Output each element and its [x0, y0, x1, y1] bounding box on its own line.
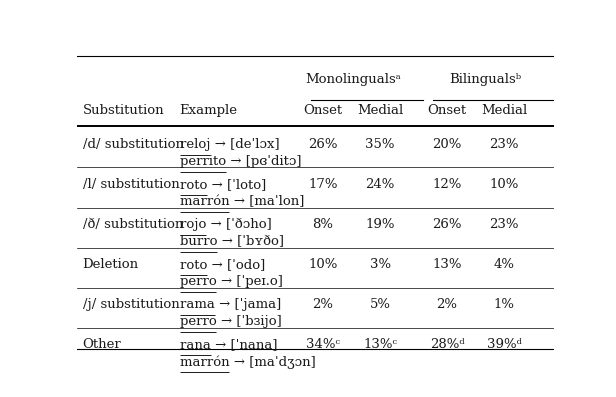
Text: roto → [ˈloto]: roto → [ˈloto]: [180, 178, 266, 191]
Text: 26%: 26%: [308, 138, 338, 151]
Text: perro → [ˈpeɪ.o]: perro → [ˈpeɪ.o]: [180, 275, 283, 288]
Text: 23%: 23%: [490, 138, 519, 151]
Text: 5%: 5%: [370, 298, 391, 311]
Text: perro → [ˈbɜijo]: perro → [ˈbɜijo]: [180, 315, 282, 328]
Text: 34%ᶜ: 34%ᶜ: [306, 338, 340, 351]
Text: rama → [ˈjama]: rama → [ˈjama]: [180, 298, 281, 311]
Text: 3%: 3%: [370, 258, 391, 271]
Text: 2%: 2%: [437, 298, 458, 311]
Text: 8%: 8%: [312, 218, 333, 231]
Text: 39%ᵈ: 39%ᵈ: [487, 338, 522, 351]
Text: marrón → [maˈdʒɔn]: marrón → [maˈdʒɔn]: [180, 355, 315, 369]
Text: 10%: 10%: [308, 258, 338, 271]
Text: Medial: Medial: [481, 104, 527, 118]
Text: Other: Other: [83, 338, 121, 351]
Text: perrito → [pɞˈditɔ]: perrito → [pɞˈditɔ]: [180, 155, 301, 168]
Text: 13%ᶜ: 13%ᶜ: [363, 338, 397, 351]
Text: Bilingualsᵇ: Bilingualsᵇ: [450, 73, 522, 86]
Text: 28%ᵈ: 28%ᵈ: [430, 338, 464, 351]
Text: /ð/ substitution: /ð/ substitution: [83, 218, 183, 231]
Text: Deletion: Deletion: [83, 258, 139, 271]
Text: reloj → [deˈlɔx]: reloj → [deˈlɔx]: [180, 138, 279, 151]
Text: /j/ substitution: /j/ substitution: [83, 298, 179, 311]
Text: rana → [ˈnana]: rana → [ˈnana]: [180, 338, 277, 351]
Text: Onset: Onset: [303, 104, 342, 118]
Text: Example: Example: [180, 104, 238, 118]
Text: 10%: 10%: [490, 178, 519, 191]
Text: Monolingualsᵃ: Monolingualsᵃ: [305, 73, 401, 86]
Text: 1%: 1%: [494, 298, 515, 311]
Text: 23%: 23%: [490, 218, 519, 231]
Text: burro → [ˈbʏðo]: burro → [ˈbʏðo]: [180, 235, 283, 248]
Text: Substitution: Substitution: [83, 104, 164, 118]
Text: 19%: 19%: [365, 218, 395, 231]
Text: 4%: 4%: [494, 258, 515, 271]
Text: /l/ substitution: /l/ substitution: [83, 178, 179, 191]
Text: /d/ substitution: /d/ substitution: [83, 138, 184, 151]
Text: 35%: 35%: [365, 138, 395, 151]
Text: Medial: Medial: [357, 104, 403, 118]
Text: 24%: 24%: [365, 178, 395, 191]
Text: 26%: 26%: [432, 218, 462, 231]
Text: roto → [ˈodo]: roto → [ˈodo]: [180, 258, 265, 271]
Text: Onset: Onset: [428, 104, 466, 118]
Text: 12%: 12%: [432, 178, 461, 191]
Text: rojo → [ˈðɔho]: rojo → [ˈðɔho]: [180, 218, 272, 231]
Text: 20%: 20%: [432, 138, 461, 151]
Text: 17%: 17%: [308, 178, 338, 191]
Text: marrón → [maˈlon]: marrón → [maˈlon]: [180, 195, 304, 208]
Text: 13%: 13%: [432, 258, 462, 271]
Text: 2%: 2%: [312, 298, 333, 311]
